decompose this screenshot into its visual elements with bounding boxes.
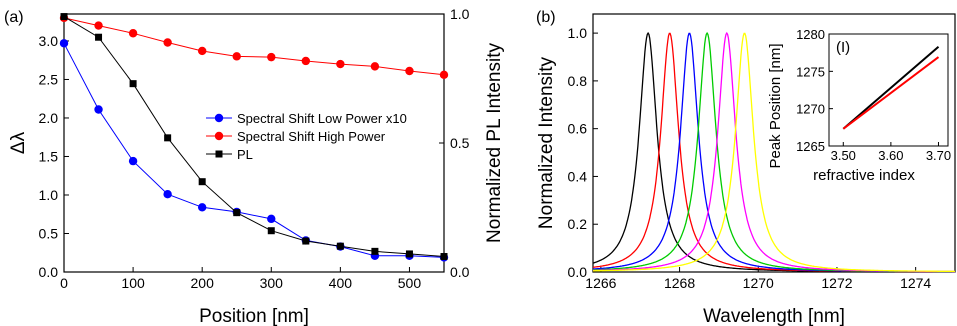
panel-b-x-tick-label: 1268 [664, 275, 695, 291]
panel-b-y-tick-label: 0.4 [568, 168, 588, 184]
data-point [130, 80, 137, 87]
data-point [198, 203, 206, 211]
data-point [371, 248, 378, 255]
inset-chart: 3.50 3.60 3.70 1265 1270 1275 1280 (I) refract… [767, 27, 951, 184]
panel-b-x-tick-label: 1266 [585, 275, 616, 291]
inset-x-tick-label: 3.60 [878, 148, 903, 163]
panel-b-y-tick-label: 0.6 [568, 121, 588, 137]
panel-b-y-tick-label: 0.2 [568, 216, 588, 232]
data-point [95, 34, 102, 41]
legend-label: PL [237, 147, 253, 162]
panel-b-y-tick-label: 0.8 [568, 73, 588, 89]
data-point [129, 157, 137, 165]
inset-x-label: refractive index [813, 167, 915, 184]
panel-a-y-left-tick-label: 0.0 [39, 264, 59, 280]
data-point [337, 243, 344, 250]
series-line [64, 43, 444, 257]
panel-b-y-tick-label: 1.0 [568, 25, 588, 41]
data-point [371, 62, 379, 70]
data-point [94, 21, 102, 29]
inset-x-tick-label: 3.50 [831, 148, 856, 163]
panel-a-y-left-label: Δλ [8, 131, 29, 154]
panel-b-x-tick-label: 1270 [743, 275, 774, 291]
data-point [336, 60, 344, 68]
legend-label: Spectral Shift High Power [237, 129, 386, 144]
data-point [268, 227, 275, 234]
panel-b-label: (b) [536, 9, 556, 26]
inset-label: (I) [836, 39, 850, 56]
legend-label: Spectral Shift Low Power x10 [237, 111, 407, 126]
legend-marker [216, 151, 223, 158]
inset-x-tick-label: 3.70 [926, 148, 951, 163]
data-point [267, 215, 275, 223]
panel-a-x-tick-label: 400 [329, 275, 353, 291]
inset-y-tick-label: 1270 [796, 102, 825, 117]
inset-y-tick-label: 1275 [796, 64, 825, 79]
panel-b-x-label: Wavelength [nm] [703, 306, 845, 326]
panel-a-y-right-tick-label: 0.0 [450, 264, 470, 280]
panel-b-y-tick-label: 0.0 [568, 264, 588, 280]
panel-a-y-left-tick-label: 0.5 [39, 225, 59, 241]
panel-b-x-tick-label: 1274 [900, 275, 931, 291]
data-point [405, 67, 413, 75]
inset-y-tick-label: 1265 [796, 139, 825, 154]
panel-b-x-tick-label: 1272 [821, 275, 852, 291]
data-point [233, 209, 240, 216]
panel-a-x-tick-label: 500 [398, 275, 422, 291]
data-point [302, 57, 310, 65]
inset-y-label: Peak Position [nm] [767, 43, 784, 168]
data-point [129, 29, 137, 37]
data-point [267, 53, 275, 61]
inset-y-tick-label: 1280 [796, 27, 825, 42]
legend-marker [215, 132, 223, 140]
panel-a-y-right-label: Normalized PL Intensity [484, 43, 505, 243]
panel-a-x-tick-label: 300 [260, 275, 284, 291]
panel-a-label: (a) [4, 9, 24, 26]
panel-b-y-label: Normalized Intensity [536, 56, 557, 229]
data-point [61, 13, 68, 20]
data-point [233, 52, 241, 60]
data-point [94, 105, 102, 113]
legend-marker [215, 114, 223, 122]
data-point [302, 238, 309, 245]
panel-a-x-tick-label: 200 [191, 275, 215, 291]
panel-a: (a) 0 100 200 300 400 500 0.0 0.5 1.0 1.5 2.0 2.5 3.… [4, 6, 505, 326]
panel-a-x-label: Position [nm] [199, 306, 309, 326]
data-point [60, 39, 68, 47]
data-point [199, 178, 206, 185]
panel-a-y-left-tick-label: 1.5 [39, 148, 59, 164]
panel-a-x-tick-label: 0 [60, 275, 68, 291]
panel-a-y-left-tick-label: 3.0 [39, 33, 59, 49]
panel-a-x-tick-label: 100 [121, 275, 145, 291]
data-point [163, 190, 171, 198]
panel-a-y-left-tick-label: 1.0 [39, 187, 59, 203]
data-point [406, 250, 413, 257]
panel-a-y-right-tick-label: 1.0 [450, 6, 470, 22]
panel-a-y-left-tick-label: 2.5 [39, 71, 59, 87]
data-point [440, 71, 448, 79]
data-point [441, 253, 448, 260]
data-point [198, 47, 206, 55]
data-point [164, 134, 171, 141]
panel-a-y-right-tick-label: 0.5 [450, 135, 470, 151]
panel-a-legend: Spectral Shift Low Power x10 Spectral Shi… [206, 111, 407, 162]
data-point [163, 38, 171, 46]
panel-a-y-left-tick-label: 2.0 [39, 110, 59, 126]
panel-b: (b) 1266 1268 1270 1272 1274 0.0 0.2 0.4 0.6 0.8 1… [536, 9, 955, 326]
series-line [64, 18, 444, 75]
